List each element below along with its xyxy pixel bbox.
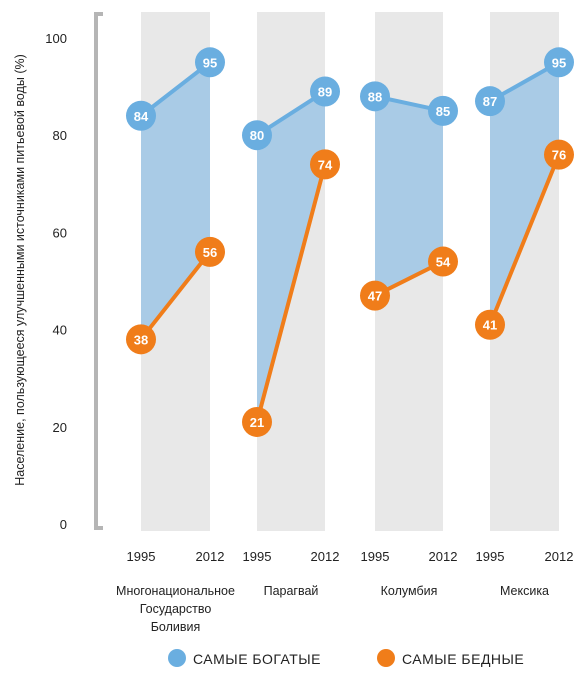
- point-rich: [475, 86, 505, 117]
- point-poor: [544, 139, 574, 170]
- data-label-poor: 38: [134, 332, 148, 347]
- point-poor: [428, 246, 458, 277]
- point-rich: [544, 47, 574, 78]
- data-label-poor: 56: [203, 245, 217, 260]
- x-tick-label: 2012: [196, 549, 225, 564]
- x-tick-label: 1995: [476, 549, 505, 564]
- data-label-rich: 88: [368, 89, 382, 104]
- group-label: Многонациональное Государство Боливия: [116, 584, 235, 634]
- point-rich: [126, 100, 156, 131]
- gap-area: [490, 62, 559, 325]
- series-line-poor: [139, 249, 212, 342]
- x-tick-label: 2012: [311, 549, 340, 564]
- data-label-rich: 85: [436, 104, 450, 119]
- gap-area: [141, 62, 210, 340]
- x-tick-label: 1995: [361, 549, 390, 564]
- x-tick-label: 2012: [429, 549, 458, 564]
- data-label-poor: 21: [250, 415, 264, 430]
- point-poor: [195, 236, 225, 267]
- x-tick-label: 1995: [243, 549, 272, 564]
- y-tick-label: 40: [53, 323, 67, 338]
- y-tick-label: 0: [60, 517, 67, 532]
- data-label-rich: 87: [483, 94, 497, 109]
- y-tick-label: 20: [53, 420, 67, 435]
- point-rich: [428, 95, 458, 126]
- point-poor: [310, 149, 340, 180]
- series-line-poor: [255, 162, 327, 424]
- data-label-poor: 47: [368, 289, 382, 304]
- series-line-poor: [488, 152, 561, 327]
- y-axis-bracket: [94, 12, 103, 530]
- legend-label-poor: САМЫЕ БЕДНЫЕ: [402, 651, 524, 667]
- gap-area: [375, 96, 443, 296]
- y-tick-label: 80: [53, 128, 67, 143]
- group-label: Парагвай: [264, 584, 319, 598]
- point-poor: [242, 406, 272, 437]
- point-poor: [475, 309, 505, 340]
- x-tick-label: 1995: [127, 549, 156, 564]
- gap-area: [257, 91, 325, 422]
- data-label-rich: 89: [318, 84, 332, 99]
- point-rich: [195, 47, 225, 78]
- data-label-poor: 74: [318, 157, 333, 172]
- point-poor: [126, 324, 156, 355]
- y-axis-label: Население, пользующееся улучшенными исто…: [13, 54, 27, 486]
- data-label-rich: 84: [134, 109, 149, 124]
- data-label-poor: 41: [483, 318, 497, 333]
- legend-swatch-poor: [377, 649, 395, 667]
- data-label-poor: 76: [552, 148, 566, 163]
- y-tick-label: 100: [45, 31, 67, 46]
- x-tick-label: 2012: [545, 549, 574, 564]
- point-poor: [360, 280, 390, 311]
- group-label: Колумбия: [381, 584, 438, 598]
- group-label: Мексика: [500, 584, 549, 598]
- legend-swatch-rich: [168, 649, 186, 667]
- legend-label-rich: САМЫЕ БОГАТЫЕ: [193, 651, 321, 667]
- point-rich: [242, 120, 272, 151]
- data-label-rich: 95: [203, 55, 217, 70]
- data-label-poor: 54: [436, 255, 451, 270]
- point-rich: [360, 81, 390, 112]
- point-rich: [310, 76, 340, 107]
- y-tick-label: 60: [53, 225, 67, 240]
- data-label-rich: 80: [250, 128, 264, 143]
- data-label-rich: 95: [552, 55, 566, 70]
